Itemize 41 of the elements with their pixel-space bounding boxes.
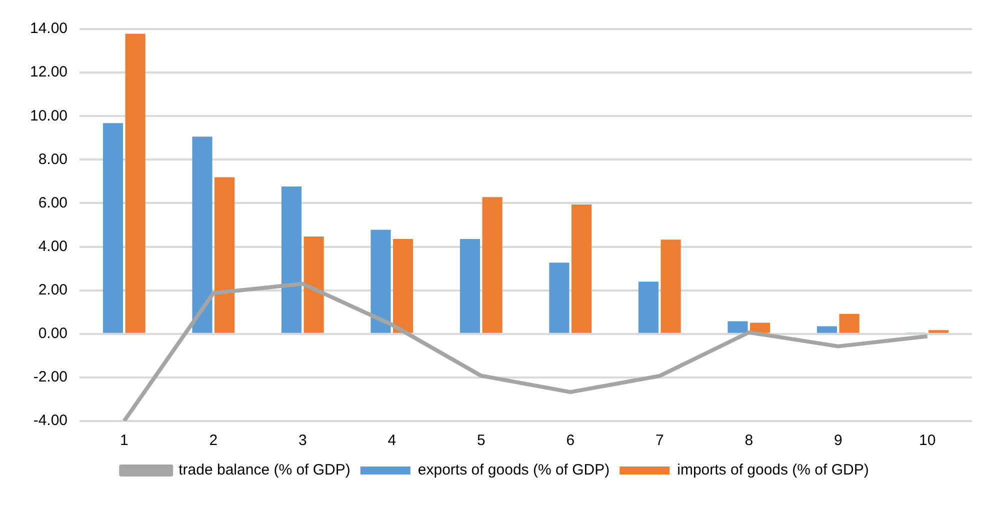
bar [281, 186, 302, 333]
bar [393, 238, 414, 333]
x-tick-label: 3 [298, 432, 307, 450]
x-tick-label: 5 [476, 432, 486, 450]
bar [638, 282, 659, 333]
legend-label: trade balance (% of GDP) [178, 462, 350, 479]
x-tick-label: 4 [388, 432, 396, 450]
x-tick-label: 8 [744, 432, 754, 450]
y-tick-label: 2.00 [38, 281, 68, 298]
legend-label: exports of goods (% of GDP) [418, 462, 610, 479]
y-tick-label: 6.00 [38, 194, 68, 212]
bar [102, 123, 124, 333]
x-tick-label: 9 [834, 432, 842, 450]
x-tick-label: 10 [919, 432, 936, 450]
legend-label: imports of goods (% of GDP) [677, 462, 869, 479]
x-tick-label: 6 [566, 432, 575, 450]
x-tick-label: 2 [209, 432, 218, 450]
bar [572, 204, 592, 333]
y-tick-label: 0.00 [38, 325, 68, 342]
bar [214, 177, 235, 333]
bar [839, 314, 860, 333]
bar [660, 240, 681, 333]
y-tick-label: 4.00 [38, 238, 68, 255]
y-tick-label: 12.00 [30, 64, 68, 81]
y-tick-label: 14.00 [30, 20, 68, 38]
bar [728, 321, 748, 333]
x-tick-label: 7 [655, 432, 664, 450]
y-tick-label: -2.00 [33, 368, 68, 386]
y-tick-label: 10.00 [30, 107, 68, 124]
y-tick-label: 8.00 [38, 150, 68, 168]
x-tick-label: 1 [120, 432, 128, 450]
bar [816, 326, 838, 333]
bar [370, 230, 391, 333]
bar [482, 197, 502, 333]
bar [549, 262, 570, 333]
bar [460, 238, 480, 333]
bar [304, 236, 324, 333]
y-tick-label: -4.00 [33, 412, 68, 430]
bar [928, 330, 949, 333]
bar [125, 34, 146, 333]
bar [192, 136, 212, 333]
